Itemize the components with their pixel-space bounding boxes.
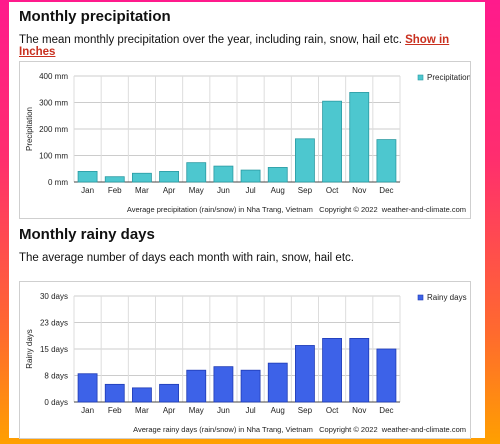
precipitation-heading: Monthly precipitation	[19, 8, 171, 25]
precipitation-description: The mean monthly precipitation over the …	[19, 34, 485, 58]
content-panel: Monthly precipitation The mean monthly p…	[9, 2, 485, 439]
precipitation-caption: Average precipitation (rain/snow) in Nha…	[127, 205, 466, 214]
precipitation-legend-swatch	[417, 74, 424, 81]
precipitation-bar	[213, 165, 234, 183]
precipitation-xtick-label: Jan	[81, 186, 94, 195]
rainy-days-xtick-label: May	[189, 406, 204, 415]
rainy-days-bar	[159, 383, 179, 403]
precipitation-ytick-label: 200 mm	[39, 125, 68, 134]
rainy-days-bar	[240, 369, 261, 403]
precipitation-bar	[159, 171, 179, 183]
rainy-days-xtick-label: Jul	[245, 406, 255, 415]
rainy-days-bar	[349, 338, 370, 403]
precipitation-bar	[240, 169, 261, 183]
precipitation-xtick-label: Oct	[326, 186, 339, 195]
rainy-days-xtick-label: Dec	[379, 406, 393, 415]
rainy-days-xtick-label: Feb	[108, 406, 122, 415]
rainy-days-heading: Monthly rainy days	[19, 226, 155, 243]
rainy-days-ytick-label: 30 days	[40, 292, 68, 301]
precipitation-ytick-label: 100 mm	[39, 152, 68, 161]
rainy-days-xtick-label: Nov	[352, 406, 366, 415]
rainy-days-legend-label: Rainy days	[427, 293, 467, 302]
rainy-days-bar	[104, 383, 125, 403]
rainy-days-ytick-label: 0 days	[44, 398, 68, 407]
rainy-days-xtick-label: Jun	[217, 406, 230, 415]
precipitation-bar	[322, 100, 342, 183]
precipitation-xtick-label: Nov	[352, 186, 366, 195]
precipitation-xtick-label: Apr	[163, 186, 176, 195]
rainy-days-chart-svg: 0 days 8 days 15 days 23 days 30 days Jan Feb M…	[25, 292, 467, 434]
rainy-days-xtick-label: Jan	[81, 406, 94, 415]
precipitation-bar	[132, 172, 152, 183]
rainy-days-bar	[322, 338, 342, 403]
rainy-days-y-axis-label: Rainy days	[25, 329, 34, 369]
rainy-days-bar	[295, 345, 315, 403]
precipitation-xtick-label: Jul	[245, 186, 255, 195]
precipitation-chart-svg: 0 mm 100 mm 200 mm 300 mm 400 mm Jan Feb Mar Apr…	[25, 72, 471, 214]
rainy-days-xtick-label: Aug	[271, 406, 285, 415]
rainy-days-xtick-label: Mar	[135, 406, 149, 415]
precipitation-bar	[186, 162, 207, 183]
precipitation-ytick-label: 300 mm	[39, 99, 68, 108]
precipitation-xtick-label: Aug	[271, 186, 285, 195]
rainy-days-bar	[186, 369, 207, 403]
rainy-days-bar	[267, 362, 288, 403]
show-in-inches-link[interactable]: Show in Inches	[19, 34, 450, 58]
precipitation-xtick-label: Sep	[298, 186, 313, 195]
rainy-days-bar	[77, 373, 98, 403]
rainy-days-legend-swatch	[417, 294, 424, 301]
precipitation-bar	[104, 176, 125, 183]
precipitation-xtick-label: Mar	[135, 186, 149, 195]
precipitation-bar	[349, 92, 370, 183]
rainy-days-description: The average number of days each month wi…	[19, 252, 354, 264]
rainy-days-chart: 0 days 8 days 15 days 23 days 30 days Jan Feb M…	[19, 281, 471, 439]
rainy-days-xtick-label: Oct	[326, 406, 339, 415]
rainy-days-xtick-label: Sep	[298, 406, 313, 415]
precipitation-xtick-label: Feb	[108, 186, 122, 195]
precipitation-ytick-label: 0 mm	[48, 178, 68, 187]
precipitation-bar	[295, 138, 315, 183]
precipitation-bar	[376, 139, 397, 183]
precipitation-xtick-label: May	[189, 186, 204, 195]
precipitation-description-text: The mean monthly precipitation over the …	[19, 34, 402, 46]
rainy-days-bar	[132, 387, 152, 403]
precipitation-ytick-label: 400 mm	[39, 72, 68, 81]
rainy-days-ytick-label: 15 days	[40, 345, 68, 354]
rainy-days-caption: Average rainy days (rain/snow) in Nha Tr…	[133, 425, 466, 434]
precipitation-bar	[77, 171, 98, 183]
rainy-days-bar	[213, 366, 234, 403]
precipitation-bar	[267, 167, 288, 183]
rainy-days-xtick-label: Apr	[163, 406, 176, 415]
precipitation-legend-label: Precipitation	[427, 73, 470, 82]
rainy-days-ytick-label: 23 days	[40, 319, 68, 328]
rainy-days-ytick-label: 8 days	[44, 372, 68, 381]
rainy-days-bar	[376, 348, 397, 403]
precipitation-y-axis-label: Precipitation	[25, 107, 34, 151]
precipitation-xtick-label: Jun	[217, 186, 230, 195]
precipitation-xtick-label: Dec	[379, 186, 393, 195]
precipitation-chart: 0 mm 100 mm 200 mm 300 mm 400 mm Jan Feb Mar Apr…	[19, 61, 471, 219]
